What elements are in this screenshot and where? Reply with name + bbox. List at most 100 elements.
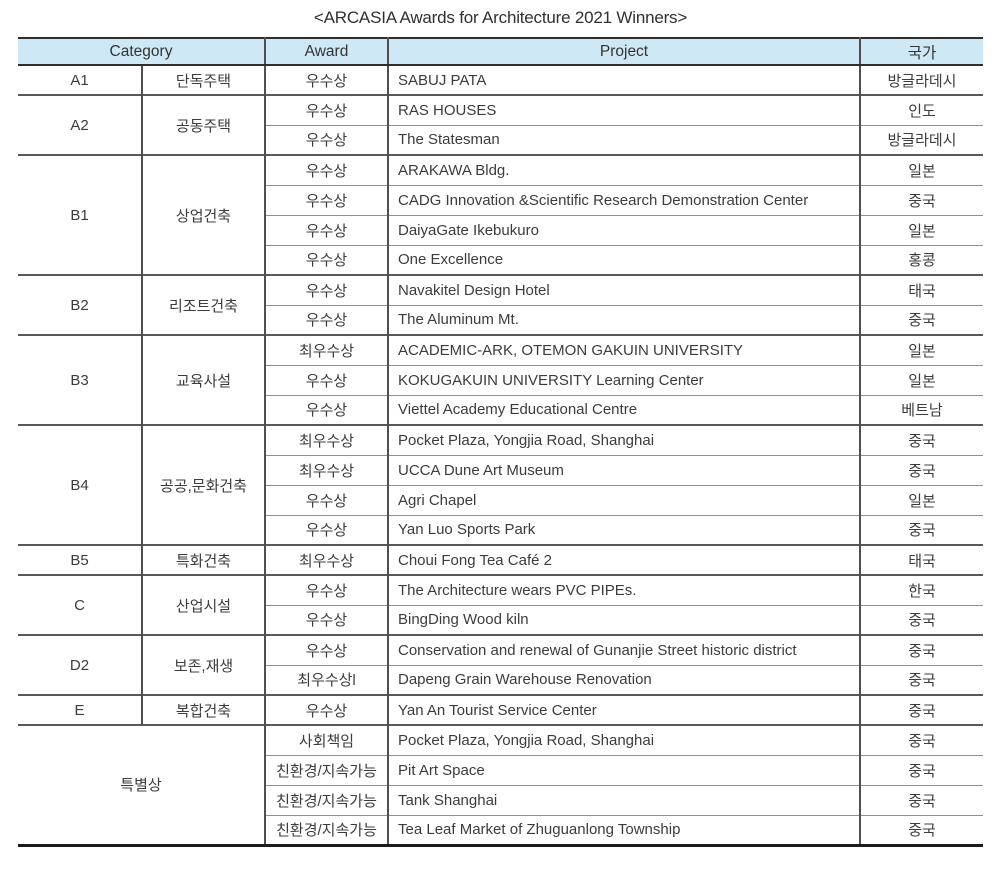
- category-name-cell: 공공,문화건축: [141, 424, 265, 545]
- country-cell: 중국: [859, 304, 983, 335]
- award-cell: 친환경/지속가능: [264, 784, 388, 815]
- award-cell: 최우수상: [264, 334, 388, 365]
- award-cell: 우수상: [264, 94, 388, 125]
- awards-table: Category Award Project 국가 A1 단독주택 우수상 SABUJ…: [18, 37, 983, 847]
- category-name-cell: 교육사설: [141, 334, 265, 425]
- award-cell: 최우수상: [264, 454, 388, 485]
- category-code-cell: B1: [18, 154, 142, 275]
- project-cell: The Statesman: [387, 124, 860, 155]
- category-name-cell: 보존,재생: [141, 634, 265, 695]
- table-row: A1 단독주택 우수상 SABUJ PATA 방글라데시: [18, 64, 983, 95]
- category-code-cell: B4: [18, 424, 142, 545]
- table-row: 우수상 CADG Innovation &Scientific Research …: [18, 184, 983, 215]
- table-row: B3 교육사설 최우수상 ACADEMIC-ARK, OTEMON GAKUIN UN…: [18, 334, 983, 425]
- country-cell: 방글라데시: [859, 64, 983, 95]
- table-row: 특별상 사회책임 Pocket Plaza, Yongjia Road, Shang…: [18, 724, 983, 845]
- award-cell: 친환경/지속가능: [264, 754, 388, 785]
- project-cell: DaiyaGate Ikebukuro: [387, 214, 860, 245]
- project-cell: Tank Shanghai: [387, 784, 860, 815]
- project-cell: Yan An Tourist Service Center: [387, 694, 860, 725]
- award-cell: 우수상: [264, 184, 388, 215]
- category-code-cell: D2: [18, 634, 142, 695]
- country-cell: 중국: [859, 784, 983, 815]
- table-row: 우수상 KOKUGAKUIN UNIVERSITY Learning Center…: [18, 364, 983, 395]
- country-cell: 홍콩: [859, 244, 983, 275]
- country-cell: 중국: [859, 754, 983, 785]
- award-cell: 우수상: [264, 364, 388, 395]
- table-row: A2 공동주택 우수상 RAS HOUSES 인도: [18, 94, 983, 155]
- country-cell: 중국: [859, 694, 983, 725]
- project-cell: Yan Luo Sports Park: [387, 514, 860, 545]
- header-category: Category: [18, 38, 265, 66]
- table-row: 친환경/지속가능 Tea Leaf Market of Zhuguanlong T…: [18, 814, 983, 845]
- project-cell: Dapeng Grain Warehouse Renovation: [387, 664, 860, 695]
- table-row: B1 상업건축 우수상 ARAKAWA Bldg. 일본: [18, 154, 983, 275]
- country-cell: 일본: [859, 154, 983, 185]
- project-cell: The Architecture wears PVC PIPEs.: [387, 574, 860, 605]
- award-cell: 우수상: [264, 604, 388, 635]
- category-merged-cell: 특별상: [18, 724, 265, 845]
- table-row: E 복합건축 우수상 Yan An Tourist Service Center 중국: [18, 694, 983, 725]
- award-cell: 우수상: [264, 274, 388, 305]
- table-row: 우수상 Agri Chapel 일본: [18, 484, 983, 515]
- table-row: B4 공공,문화건축 최우수상 Pocket Plaza, Yongjia Road,…: [18, 424, 983, 545]
- header-project: Project: [387, 38, 860, 66]
- award-cell: 최우수상l: [264, 664, 388, 695]
- country-cell: 방글라데시: [859, 124, 983, 155]
- project-cell: Navakitel Design Hotel: [387, 274, 860, 305]
- country-cell: 중국: [859, 454, 983, 485]
- award-cell: 최우수상: [264, 424, 388, 455]
- table-row: 친환경/지속가능 Tank Shanghai 중국: [18, 784, 983, 815]
- country-cell: 일본: [859, 484, 983, 515]
- award-cell: 최우수상: [264, 544, 388, 575]
- country-cell: 중국: [859, 634, 983, 665]
- header-row: Category Award Project 국가: [18, 38, 983, 66]
- award-cell: 사회책임: [264, 724, 388, 755]
- award-cell: 우수상: [264, 634, 388, 665]
- table-row: 최우수상l Dapeng Grain Warehouse Renovation 중국: [18, 664, 983, 695]
- table-row: 우수상 The Statesman 방글라데시: [18, 124, 983, 155]
- project-cell: KOKUGAKUIN UNIVERSITY Learning Center: [387, 364, 860, 395]
- country-cell: 중국: [859, 604, 983, 635]
- project-cell: UCCA Dune Art Museum: [387, 454, 860, 485]
- country-cell: 한국: [859, 574, 983, 605]
- page: <ARCASIA Awards for Architecture 2021 Wi…: [18, 8, 983, 847]
- table-row: 우수상 DaiyaGate Ikebukuro 일본: [18, 214, 983, 245]
- table-row: B5 특화건축 최우수상 Choui Fong Tea Café 2 태국: [18, 544, 983, 575]
- category-name-cell: 복합건축: [141, 694, 265, 725]
- project-cell: BingDing Wood kiln: [387, 604, 860, 635]
- category-name-cell: 산업시설: [141, 574, 265, 635]
- country-cell: 중국: [859, 424, 983, 455]
- project-cell: RAS HOUSES: [387, 94, 860, 125]
- table-row: 우수상 BingDing Wood kiln 중국: [18, 604, 983, 635]
- project-cell: Choui Fong Tea Café 2: [387, 544, 860, 575]
- country-cell: 인도: [859, 94, 983, 125]
- category-code-cell: B5: [18, 544, 142, 575]
- category-name-cell: 특화건축: [141, 544, 265, 575]
- table-header: Category Award Project 국가: [18, 38, 983, 66]
- table-row: B2 리조트건축 우수상 Navakitel Design Hotel 태국: [18, 274, 983, 335]
- award-cell: 우수상: [264, 694, 388, 725]
- category-code-cell: E: [18, 694, 142, 725]
- project-cell: CADG Innovation &Scientific Research Dem…: [387, 184, 860, 215]
- project-cell: ARAKAWA Bldg.: [387, 154, 860, 185]
- category-name-cell: 공동주택: [141, 94, 265, 155]
- award-cell: 우수상: [264, 484, 388, 515]
- award-cell: 우수상: [264, 64, 388, 95]
- table-row: 친환경/지속가능 Pit Art Space 중국: [18, 754, 983, 785]
- award-cell: 우수상: [264, 214, 388, 245]
- project-cell: ACADEMIC-ARK, OTEMON GAKUIN UNIVERSITY: [387, 334, 860, 365]
- country-cell: 일본: [859, 364, 983, 395]
- project-cell: Conservation and renewal of Gunanjie Str…: [387, 634, 860, 665]
- category-name-cell: 단독주택: [141, 64, 265, 95]
- table-row: D2 보존,재생 우수상 Conservation and renewal of Gu…: [18, 634, 983, 695]
- project-cell: Viettel Academy Educational Centre: [387, 394, 860, 425]
- project-cell: One Excellence: [387, 244, 860, 275]
- award-cell: 친환경/지속가능: [264, 814, 388, 845]
- award-cell: 우수상: [264, 124, 388, 155]
- category-name-cell: 리조트건축: [141, 274, 265, 335]
- award-cell: 우수상: [264, 514, 388, 545]
- country-cell: 태국: [859, 274, 983, 305]
- project-cell: SABUJ PATA: [387, 64, 860, 95]
- table-row: 최우수상 UCCA Dune Art Museum 중국: [18, 454, 983, 485]
